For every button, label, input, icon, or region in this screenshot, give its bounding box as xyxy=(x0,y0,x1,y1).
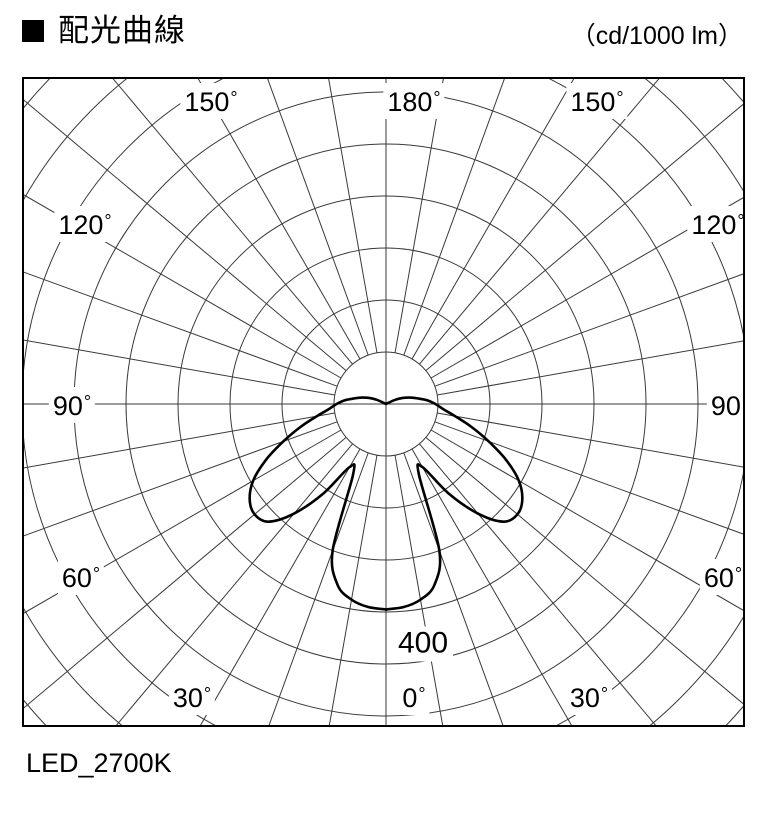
degree-symbol-icon: ° xyxy=(742,392,743,412)
grid-spoke xyxy=(24,421,338,537)
grid-spoke xyxy=(24,271,338,387)
degree-symbol-icon: ° xyxy=(203,684,212,704)
angle-label: 60° xyxy=(699,559,743,595)
degree-symbol-icon: ° xyxy=(600,684,609,704)
grid-spoke xyxy=(328,455,378,725)
angle-label: 120° xyxy=(54,206,116,242)
page-header: 配光曲線 （cd/1000 lm） xyxy=(0,0,765,77)
angle-label: 30° xyxy=(168,679,216,715)
angle-label-value: 180 xyxy=(387,87,433,117)
polar-grid-svg xyxy=(24,79,743,725)
source-label: LED_2700K xyxy=(26,748,172,778)
grid-spoke xyxy=(200,448,361,725)
angle-label: 90° xyxy=(706,387,743,423)
degree-symbol-icon: ° xyxy=(92,564,101,584)
grid-spoke xyxy=(425,437,743,705)
angle-label-value: 150 xyxy=(184,87,230,117)
angle-label-value: 150 xyxy=(570,87,616,117)
grid-spoke xyxy=(434,273,743,387)
degree-symbol-icon: ° xyxy=(433,88,441,108)
grid-spoke xyxy=(419,443,657,725)
degree-symbol-icon: ° xyxy=(418,684,426,704)
chart-frame: 150°180°150°120°120°90°90°60°60°30°0°30°… xyxy=(22,77,745,727)
grid-spoke xyxy=(394,455,444,725)
degree-symbol-icon: ° xyxy=(737,211,745,231)
angle-label-value: 30 xyxy=(172,683,203,713)
angle-label-value: 90 xyxy=(52,391,83,421)
angle-label: 30° xyxy=(565,679,613,715)
distribution-curve xyxy=(248,396,524,611)
grid-spoke xyxy=(411,79,575,360)
title-block: 配光曲線 xyxy=(22,14,186,48)
angle-label: 150° xyxy=(180,83,242,119)
page-title: 配光曲線 xyxy=(58,13,186,48)
angle-label: 90° xyxy=(48,387,96,423)
grid-spoke xyxy=(328,79,378,353)
distribution-curve-path xyxy=(248,396,524,611)
grid-spoke xyxy=(24,437,347,709)
angle-label: 150° xyxy=(566,83,628,119)
angle-label-value: 120 xyxy=(58,210,104,240)
angle-label: 120° xyxy=(687,206,745,242)
unit-label: （cd/1000 lm） xyxy=(570,22,743,50)
degree-symbol-icon: ° xyxy=(104,211,112,231)
grid-spoke xyxy=(434,421,743,535)
grid-spoke xyxy=(411,448,572,725)
angle-label: 180° xyxy=(383,83,445,119)
chart-area: 150°180°150°120°120°90°90°60°60°30°0°30°… xyxy=(22,77,745,727)
angle-label-value: 90 xyxy=(710,391,741,421)
angle-label-value: 30 xyxy=(569,683,600,713)
grid-spoke xyxy=(24,412,335,469)
grid-spoke xyxy=(197,79,361,360)
angle-label-value: 60 xyxy=(703,563,734,593)
grid-spoke xyxy=(394,79,444,353)
grid-spoke xyxy=(403,79,505,356)
grid-spoke xyxy=(437,412,743,468)
grid-spoke xyxy=(24,339,335,396)
angle-label: 0° xyxy=(398,679,430,715)
grid-spoke xyxy=(112,79,353,365)
degree-symbol-icon: ° xyxy=(83,392,92,412)
angle-label-value: 60 xyxy=(61,563,92,593)
angle-label-value: 0 xyxy=(402,683,418,713)
filled-square-icon xyxy=(22,20,44,42)
grid-spoke xyxy=(267,79,369,356)
degree-symbol-icon: ° xyxy=(616,88,624,108)
grid-spoke xyxy=(419,79,660,365)
angle-label-value: 120 xyxy=(691,210,737,240)
grid-spoke xyxy=(437,340,743,396)
grid-spoke xyxy=(24,99,347,371)
degree-symbol-icon: ° xyxy=(734,564,743,584)
radial-value-label: 400 xyxy=(392,626,454,662)
grid-spoke xyxy=(115,443,353,725)
angle-label: 60° xyxy=(57,559,105,595)
grid-spoke xyxy=(425,103,743,371)
degree-symbol-icon: ° xyxy=(230,88,238,108)
